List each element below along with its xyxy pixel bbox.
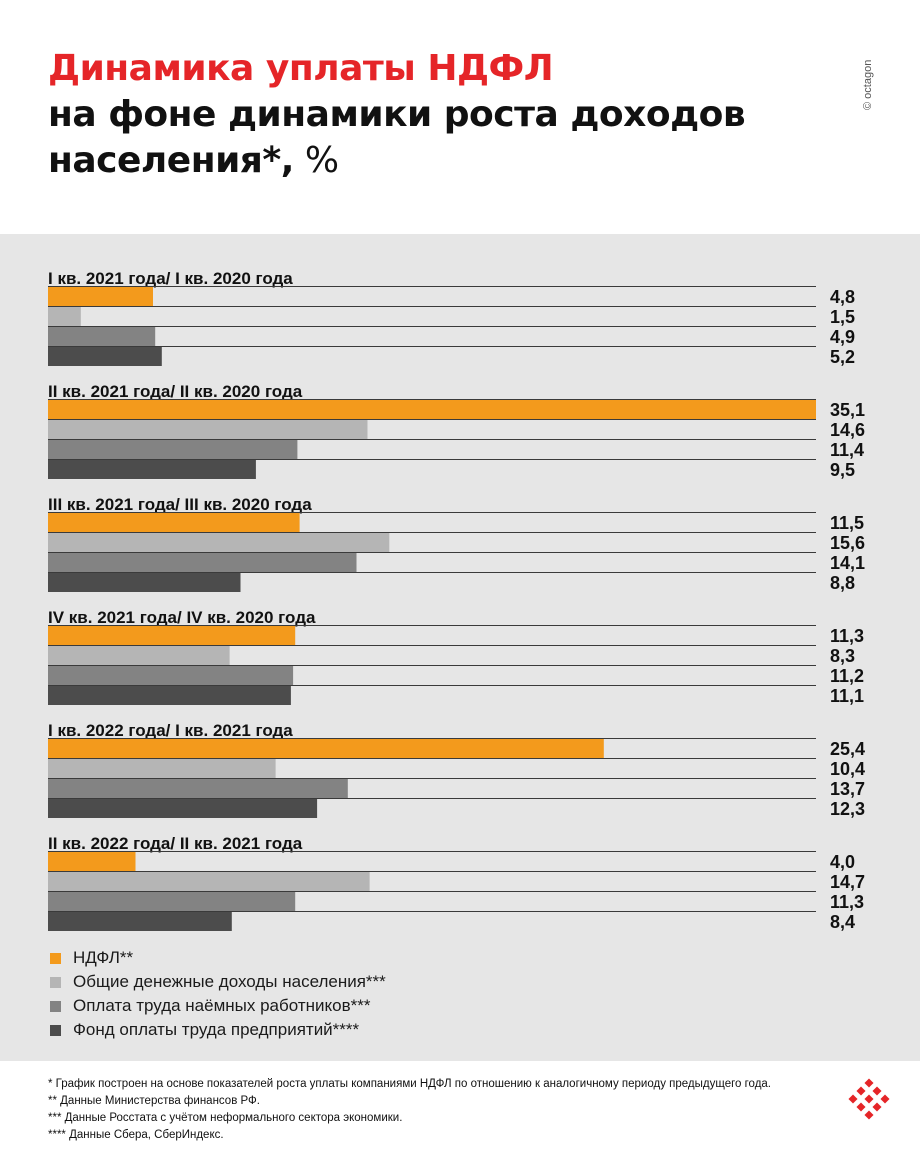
bar-ndfl xyxy=(48,513,300,532)
bar-ndfl xyxy=(48,287,153,306)
logo-diamond xyxy=(864,1078,874,1088)
value-label: 5,2 xyxy=(830,347,855,367)
bar-payroll xyxy=(48,573,241,592)
logo-diamond xyxy=(856,1102,866,1112)
watermark: © octagon xyxy=(856,46,878,112)
value-label: 35,1 xyxy=(830,400,865,420)
logo-diamond xyxy=(880,1094,890,1104)
legend-item-income: Общие денежные доходы населения*** xyxy=(50,970,386,994)
value-label: 4,8 xyxy=(830,287,855,307)
logo-diamond xyxy=(856,1086,866,1096)
value-label: 10,4 xyxy=(830,759,865,779)
value-label: 11,1 xyxy=(830,686,864,706)
bar-payroll xyxy=(48,799,318,818)
value-label: 12,3 xyxy=(830,799,865,819)
title-line-2: на фоне динамики роста доходов xyxy=(48,94,746,135)
bar-wages xyxy=(48,327,156,346)
value-label: 14,1 xyxy=(830,553,865,573)
legend-label-wages: Оплата труда наёмных работников*** xyxy=(73,996,371,1015)
octagon-logo-icon xyxy=(848,1078,890,1120)
title-line-1: Динамика уплаты НДФЛ xyxy=(48,48,554,89)
value-label: 4,9 xyxy=(830,327,855,347)
bar-income xyxy=(48,307,81,326)
value-label: 13,7 xyxy=(830,779,865,799)
group-label: III кв. 2021 года/ III кв. 2020 года xyxy=(48,495,312,514)
value-label: 15,6 xyxy=(830,533,865,553)
value-label: 8,3 xyxy=(830,646,855,666)
chart-panel: I кв. 2021 года/ I кв. 2020 года 4,8 1,5 4,… xyxy=(0,234,920,1061)
bar-wages xyxy=(48,666,294,685)
logo-diamond xyxy=(848,1094,858,1104)
footnote-2: ** Данные Министерства финансов РФ. xyxy=(48,1095,260,1107)
legend-swatch-income xyxy=(50,976,61,988)
bar-payroll xyxy=(48,460,256,479)
title-line-3-bold: населения*, xyxy=(48,140,294,181)
value-label: 11,5 xyxy=(830,513,864,533)
bar-income xyxy=(48,759,276,778)
title-percent: % xyxy=(293,140,339,181)
logo-diamond xyxy=(872,1086,882,1096)
footnote-3: *** Данные Росстата с учётом неформально… xyxy=(48,1112,403,1124)
footnotes: * График построен на основе показателей … xyxy=(48,1076,771,1144)
bar-payroll xyxy=(48,912,232,931)
bar-payroll xyxy=(48,347,162,366)
value-label: 11,2 xyxy=(830,666,864,686)
bar-wages xyxy=(48,892,296,911)
legend: НДФЛ** Общие денежные доходы населения**… xyxy=(50,946,386,1042)
value-label: 11,4 xyxy=(830,440,864,460)
legend-item-wages: Оплата труда наёмных работников*** xyxy=(50,994,386,1018)
legend-item-ndfl: НДФЛ** xyxy=(50,946,386,970)
bar-payroll xyxy=(48,686,291,705)
watermark-text: © octagon xyxy=(862,60,874,110)
bar-income xyxy=(48,646,230,665)
bar-wages xyxy=(48,440,298,459)
bar-income xyxy=(48,420,368,439)
bar-ndfl xyxy=(48,626,296,645)
bar-wages xyxy=(48,779,348,798)
footnote-4: **** Данные Сбера, СберИндекс. xyxy=(48,1129,224,1141)
bar-ndfl xyxy=(48,400,816,419)
value-label: 8,8 xyxy=(830,573,855,593)
logo-diamond xyxy=(864,1110,874,1120)
group-label: I кв. 2021 года/ I кв. 2020 года xyxy=(48,269,293,288)
value-label: 11,3 xyxy=(830,892,864,912)
value-label: 8,4 xyxy=(830,912,855,932)
group-label: I кв. 2022 года/ I кв. 2021 года xyxy=(48,721,293,740)
bar-wages xyxy=(48,553,357,572)
value-label: 9,5 xyxy=(830,460,855,480)
legend-label-payroll: Фонд оплаты труда предприятий**** xyxy=(73,1020,360,1039)
legend-swatch-ndfl xyxy=(50,952,61,964)
logo-diamond xyxy=(864,1094,874,1104)
bar-income xyxy=(48,872,370,891)
bar-income xyxy=(48,533,390,552)
value-label: 11,3 xyxy=(830,626,864,646)
legend-swatch-payroll xyxy=(50,1024,61,1036)
group-label: II кв. 2022 года/ II кв. 2021 года xyxy=(48,834,303,853)
title-line-3: населения*, % xyxy=(48,138,745,184)
bar-chart: I кв. 2021 года/ I кв. 2020 года4,81,54,… xyxy=(48,269,865,932)
group-label: II кв. 2021 года/ II кв. 2020 года xyxy=(48,382,303,401)
bar-ndfl xyxy=(48,739,604,758)
legend-swatch-wages xyxy=(50,1000,61,1012)
bar-ndfl xyxy=(48,852,136,871)
value-label: 4,0 xyxy=(830,852,855,872)
page-title: Динамика уплаты НДФЛ на фоне динамики ро… xyxy=(48,46,746,184)
value-label: 25,4 xyxy=(830,739,865,759)
footnote-1: * График построен на основе показателей … xyxy=(48,1078,772,1090)
legend-label-ndfl: НДФЛ** xyxy=(73,948,134,967)
legend-label-income: Общие денежные доходы населения*** xyxy=(73,972,386,991)
value-label: 14,7 xyxy=(830,872,865,892)
logo-diamond xyxy=(872,1102,882,1112)
legend-item-payroll: Фонд оплаты труда предприятий**** xyxy=(50,1018,386,1042)
value-label: 1,5 xyxy=(830,307,855,327)
value-label: 14,6 xyxy=(830,420,865,440)
group-label: IV кв. 2021 года/ IV кв. 2020 года xyxy=(48,608,316,627)
